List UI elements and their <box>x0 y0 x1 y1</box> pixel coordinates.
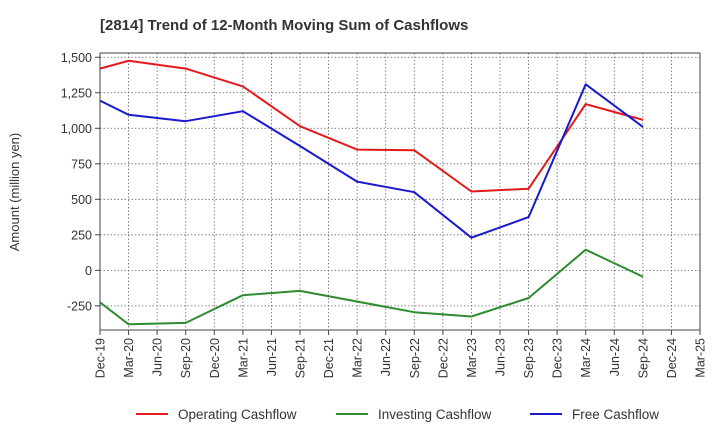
x-tick-label: Mar-20 <box>122 338 136 378</box>
x-tick-label: Jun-20 <box>151 338 165 376</box>
x-tick-label: Jun-23 <box>494 338 508 376</box>
legend-label-2: Investing Cashflow <box>378 407 492 422</box>
x-tick-label: Dec-23 <box>551 338 565 378</box>
series-line-1 <box>99 59 644 193</box>
x-tick-label: Mar-21 <box>236 338 250 378</box>
x-tick-label: Dec-19 <box>94 338 108 378</box>
x-tick-label: Mar-23 <box>465 338 479 378</box>
y-tick-label: 500 <box>71 193 92 207</box>
x-tick-label: Dec-22 <box>436 338 450 378</box>
y-tick-label: 1,500 <box>61 51 92 65</box>
x-tick-label: Mar-25 <box>694 338 708 378</box>
grid-lines <box>99 53 701 330</box>
y-tick-label: 750 <box>71 157 92 171</box>
chart-title: [2814] Trend of 12-Month Moving Sum of C… <box>100 17 468 34</box>
y-tick-label: 1,250 <box>61 86 92 100</box>
x-tick-label: Dec-21 <box>322 338 336 378</box>
x-tick-label: Jun-22 <box>379 338 393 376</box>
y-tick-label: 250 <box>71 228 92 242</box>
legend-label-1: Operating Cashflow <box>178 407 297 422</box>
x-tick-label: Sep-24 <box>636 338 650 378</box>
x-tick-label: Dec-20 <box>208 338 222 378</box>
plot-frame <box>99 52 701 331</box>
series-line-3 <box>99 83 644 239</box>
x-tick-label: Jun-24 <box>608 338 622 376</box>
y-tick-label: 1,000 <box>61 122 92 136</box>
x-axis-ticks: Dec-19 Mar-20 Jun-20 Sep-20 Dec-20 Mar-21 Jun-… <box>94 330 708 378</box>
x-tick-label: Mar-24 <box>579 338 593 378</box>
series-line-2 <box>99 248 644 326</box>
y-axis-label: Amount (million yen) <box>7 133 22 252</box>
x-tick-label: Dec-24 <box>665 338 679 378</box>
x-tick-label: Sep-23 <box>522 338 536 378</box>
x-tick-label: Sep-21 <box>294 338 308 378</box>
x-tick-label: Mar-22 <box>351 338 365 378</box>
legend-label-3: Free Cashflow <box>572 407 659 422</box>
legend: Operating Cashflow Investing Cashflow Free… <box>136 407 659 422</box>
plot-border <box>99 52 701 331</box>
x-tick-label: Sep-20 <box>179 338 193 378</box>
x-tick-label: Jun-21 <box>265 338 279 376</box>
y-tick-label: 0 <box>85 264 92 278</box>
y-axis-ticks: 1,500 1,250 1,000 750 500 250 0 -250 <box>61 51 100 313</box>
y-tick-label: -250 <box>67 299 92 313</box>
series-lines <box>99 59 644 326</box>
x-tick-label: Sep-22 <box>408 338 422 378</box>
